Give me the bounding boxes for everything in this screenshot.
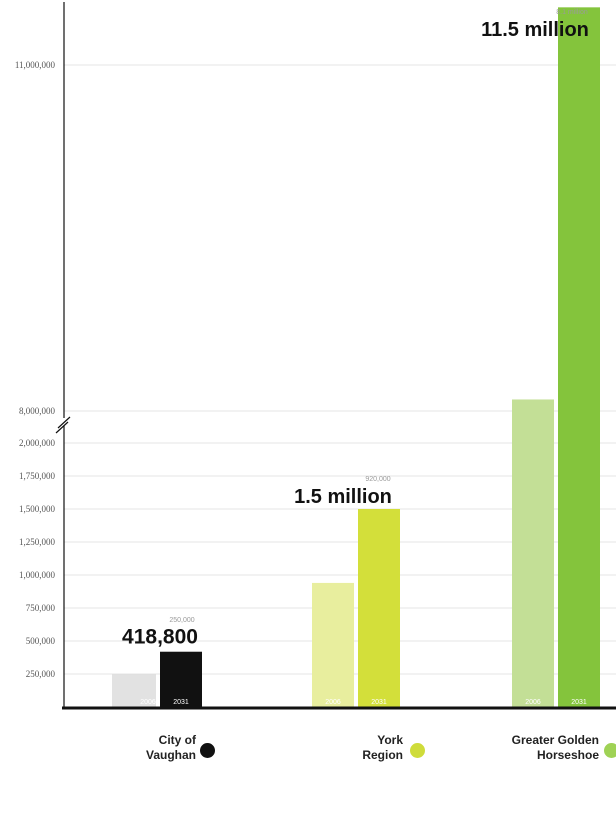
- category-label-line: Greater Golden: [511, 733, 599, 747]
- gridlines: [64, 64, 616, 675]
- y-axis-ticks: 250,000 500,000 750,000 1,000,000 1,250,000 1…: [15, 60, 56, 679]
- bar-2006: [312, 582, 354, 707]
- y-tick-label: 750,000: [26, 603, 56, 613]
- value-label: 11.5 million: [481, 19, 589, 41]
- category-label-line: City of: [158, 733, 196, 747]
- year-label-2031: 2031: [371, 699, 387, 706]
- baseline-value-label: 250,000: [169, 617, 194, 624]
- bar-2031: [160, 651, 202, 707]
- axis-break-gap: [56, 416, 66, 428]
- axes: [55, 2, 616, 710]
- category-label-line: York: [377, 733, 403, 747]
- y-tick-label: 2,000,000: [19, 438, 56, 448]
- category-label-line: Horseshoe: [536, 748, 599, 762]
- bar-2031: [558, 7, 600, 708]
- y-tick-label: 1,250,000: [19, 537, 56, 547]
- legend-dot: [604, 743, 616, 758]
- bars: [112, 7, 600, 708]
- category-label: Greater Golden Horseshoe: [512, 733, 599, 763]
- y-tick-label: 500,000: [26, 636, 56, 646]
- y-tick-label: 1,000,000: [19, 570, 56, 580]
- category-label-line: Vaughan: [145, 748, 196, 762]
- bar-2031: [358, 509, 400, 707]
- y-tick-label: 8,000,000: [19, 406, 56, 416]
- legend-dot: [200, 743, 215, 758]
- year-label-2006: 2006: [325, 699, 341, 706]
- axis-break-mark: [55, 421, 69, 434]
- legend-dot: [410, 743, 425, 758]
- bar-2006: [512, 399, 554, 707]
- value-label: 418,800: [122, 626, 198, 649]
- category-label-line: Region: [362, 748, 403, 762]
- baseline-value-label: 920,000: [365, 476, 390, 483]
- category-label: York Region: [362, 733, 403, 763]
- year-label-2031: 2031: [571, 699, 587, 706]
- year-label-2006: 2006: [525, 699, 541, 706]
- category-label: City of Vaughan: [146, 733, 196, 763]
- bar-labels: 2006 2031 2006 2031 2006 2031 418,800 1.5 milli…: [122, 9, 589, 706]
- value-label: 1.5 million: [294, 486, 392, 508]
- y-tick-label: 250,000: [26, 669, 56, 679]
- axis-break-mark: [57, 416, 71, 429]
- baseline-value-label: 8.1 million: [556, 9, 588, 16]
- y-tick-label: 1,750,000: [19, 471, 56, 481]
- year-label-2031: 2031: [173, 699, 189, 706]
- y-tick-label: 1,500,000: [19, 504, 56, 514]
- bar-2006: [112, 674, 156, 707]
- y-tick-label: 11,000,000: [15, 60, 56, 70]
- year-label-2006: 2006: [140, 699, 156, 706]
